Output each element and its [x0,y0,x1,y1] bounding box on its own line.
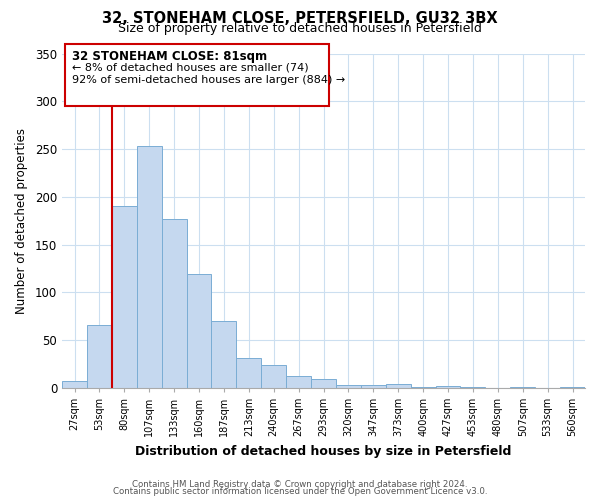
Text: 32, STONEHAM CLOSE, PETERSFIELD, GU32 3BX: 32, STONEHAM CLOSE, PETERSFIELD, GU32 3B… [102,11,498,26]
Bar [211,321,236,388]
Text: 32 STONEHAM CLOSE: 81sqm: 32 STONEHAM CLOSE: 81sqm [72,50,267,62]
Bar [436,386,460,388]
FancyBboxPatch shape [65,44,329,106]
Bar [87,324,112,388]
Text: Contains HM Land Registry data © Crown copyright and database right 2024.: Contains HM Land Registry data © Crown c… [132,480,468,489]
Bar [112,206,137,388]
Bar [161,218,187,388]
Bar [62,381,87,388]
Bar [386,384,410,388]
Bar [460,387,485,388]
Bar [361,385,386,388]
Bar [510,387,535,388]
Bar [311,379,336,388]
Text: ← 8% of detached houses are smaller (74): ← 8% of detached houses are smaller (74) [72,62,308,72]
Y-axis label: Number of detached properties: Number of detached properties [15,128,28,314]
X-axis label: Distribution of detached houses by size in Petersfield: Distribution of detached houses by size … [136,444,512,458]
Text: Size of property relative to detached houses in Petersfield: Size of property relative to detached ho… [118,22,482,35]
Bar [187,274,211,388]
Bar [410,387,436,388]
Text: 92% of semi-detached houses are larger (884) →: 92% of semi-detached houses are larger (… [72,74,345,85]
Text: Contains public sector information licensed under the Open Government Licence v3: Contains public sector information licen… [113,487,487,496]
Bar [336,385,361,388]
Bar [560,387,585,388]
Bar [286,376,311,388]
Bar [261,365,286,388]
Bar [236,358,261,388]
Bar [137,146,161,388]
